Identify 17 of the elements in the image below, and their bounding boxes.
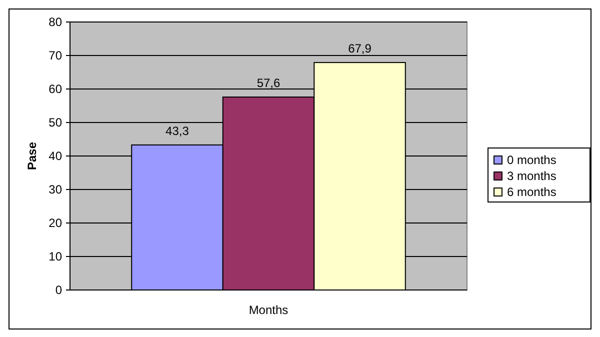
y-tick-label: 10 [48, 250, 62, 264]
y-tick-label: 80 [48, 15, 62, 29]
y-tick-label: 50 [48, 116, 62, 130]
legend-label: 0 months [507, 153, 556, 167]
data-label: 43,3 [166, 124, 190, 138]
y-axis-title: Pase [25, 142, 39, 170]
data-label: 57,6 [256, 76, 280, 90]
legend-label: 6 months [507, 185, 556, 199]
y-tick-label: 0 [55, 283, 62, 297]
y-tick-label: 30 [48, 182, 62, 196]
y-tick-label: 70 [48, 48, 62, 62]
data-label: 67,9 [348, 42, 372, 56]
y-tick-label: 20 [48, 216, 62, 230]
y-tick-label: 40 [48, 149, 62, 163]
y-tick-label: 60 [48, 82, 62, 96]
x-axis-title: Months [248, 303, 288, 317]
legend-label: 3 months [507, 169, 556, 183]
